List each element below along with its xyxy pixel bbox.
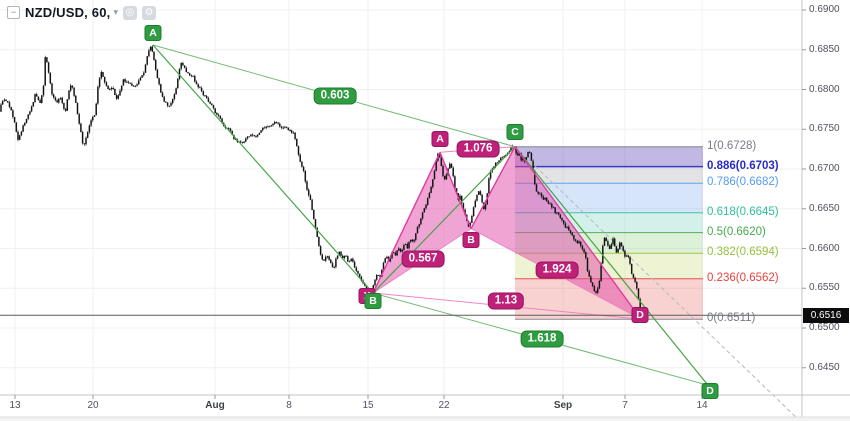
ratio-label[interactable]: 1.924 xyxy=(535,261,579,279)
pattern-point-badge-c[interactable]: C xyxy=(506,124,524,140)
dropdown-caret-icon[interactable]: ▾ xyxy=(113,7,119,17)
time-axis[interactable] xyxy=(0,395,850,421)
ratio-label[interactable]: 1.13 xyxy=(487,292,525,310)
gear-icon[interactable]: ⚙ xyxy=(142,5,157,20)
pattern-point-badge-d[interactable]: D xyxy=(701,383,719,399)
symbol-title[interactable]: NZD/USD, 60, xyxy=(25,5,111,20)
ratio-label[interactable]: 0.567 xyxy=(401,250,445,268)
collapse-legend-icon[interactable]: − xyxy=(7,6,20,19)
ratio-label[interactable]: 1.076 xyxy=(456,140,500,158)
eye-icon[interactable]: ◎ xyxy=(123,5,138,20)
pattern-point-badge-a[interactable]: A xyxy=(144,25,162,41)
pattern-point-badge-a[interactable]: A xyxy=(431,131,449,147)
pattern-point-badge-d[interactable]: D xyxy=(631,307,649,323)
symbol-toolbar: − NZD/USD, 60, ▾ ◎ ⚙ xyxy=(7,5,157,20)
ratio-label[interactable]: 0.603 xyxy=(313,87,357,105)
price-axis[interactable] xyxy=(802,0,850,395)
ratio-label[interactable]: 1.618 xyxy=(520,330,564,348)
pattern-point-badge-b[interactable]: B xyxy=(462,232,480,248)
pattern-point-badge-b[interactable]: B xyxy=(364,293,382,309)
